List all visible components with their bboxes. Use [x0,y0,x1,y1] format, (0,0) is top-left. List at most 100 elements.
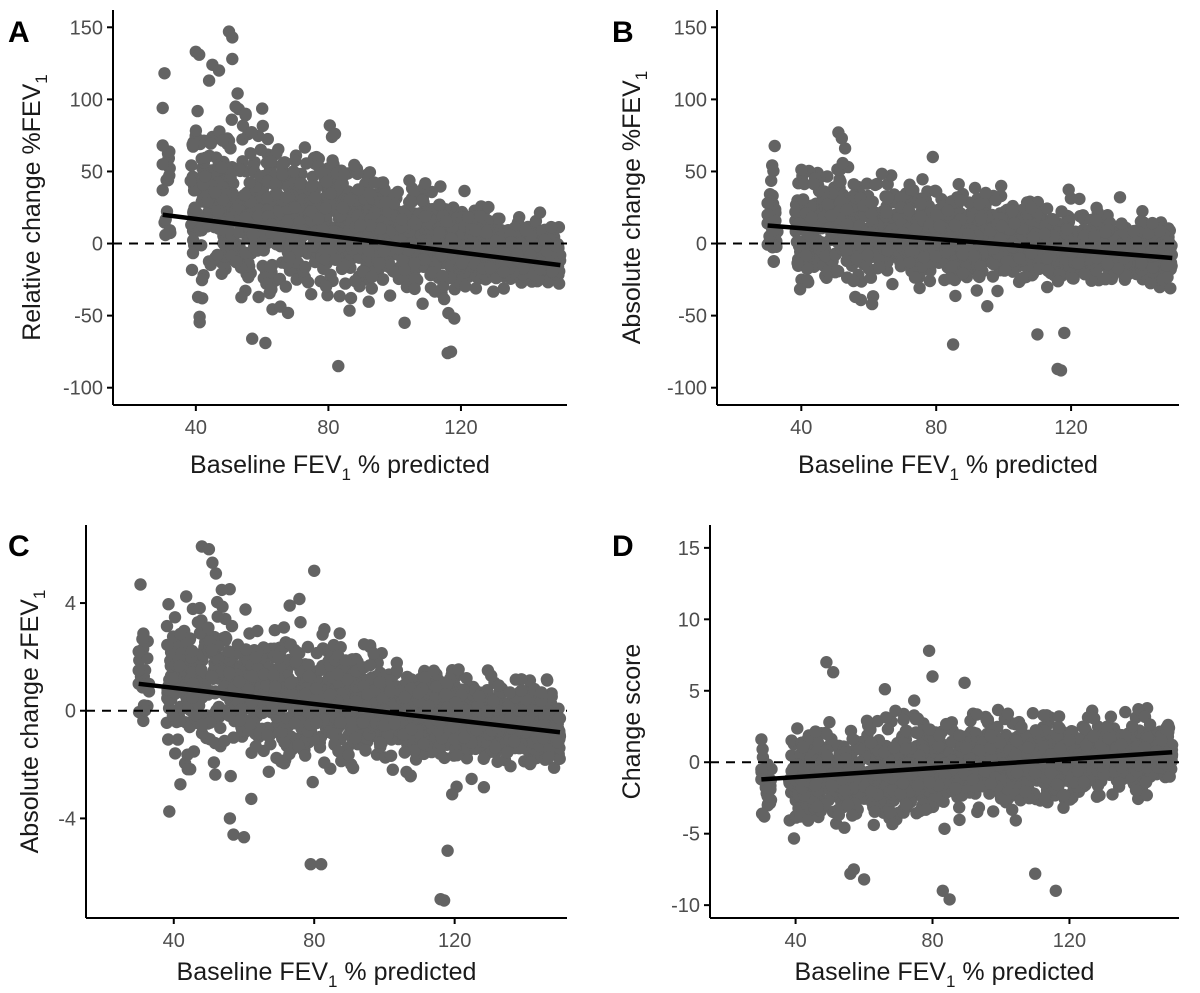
data-point [797,193,810,206]
panel-letter: B [612,16,634,49]
data-point [156,158,169,171]
data-point [1160,259,1173,272]
panel-letter: C [8,530,30,563]
data-point [404,770,417,783]
data-point [246,228,259,241]
data-point [768,139,781,153]
data-point [1099,273,1112,286]
data-point [814,239,827,252]
data-point [1099,226,1112,239]
data-point [1153,224,1167,238]
data-point [904,244,917,257]
x-tick-label: 120 [1054,417,1087,439]
data-point [169,747,182,760]
data-point [156,139,169,152]
data-point [168,611,182,624]
data-point [224,769,237,783]
data-point [324,187,337,200]
data-point [767,255,780,268]
data-point [300,157,313,170]
data-point [438,292,451,306]
data-point [243,176,256,189]
data-point [264,155,278,168]
data-point [1047,213,1060,226]
panel-letter: A [8,16,30,49]
data-point [791,256,804,270]
data-point [1055,205,1068,218]
data-point [252,209,265,223]
x-tick-label: 80 [925,417,947,439]
data-point [466,236,479,249]
data-point [294,616,307,629]
data-point [836,156,849,170]
data-point [376,273,390,286]
data-point [298,141,312,154]
data-point [1113,238,1127,252]
data-point [533,262,547,275]
data-point [226,52,239,66]
data-point [349,731,362,745]
data-point [504,760,517,773]
y-tick-label: 50 [685,161,707,183]
data-point [1041,280,1054,294]
data-point [986,257,1000,271]
data-point [363,219,377,232]
data-point [967,249,980,263]
data-point [306,775,319,789]
data-point [280,191,293,204]
data-point [383,289,397,302]
data-point [273,232,286,245]
data-point [333,627,346,640]
data-point [549,240,563,253]
data-point [180,590,193,603]
data-point [362,187,375,200]
data-point [801,274,814,287]
y-tick-label: 100 [70,89,103,111]
data-point [202,74,216,87]
data-point [235,291,248,304]
data-point [433,198,446,211]
data-point [252,290,265,304]
data-point [245,792,258,806]
data-point [426,266,439,279]
data-point [416,194,429,207]
data-point [239,643,253,656]
data-point [373,257,386,270]
data-point [360,168,374,181]
data-point [881,191,895,205]
data-point [302,658,315,671]
data-point [158,67,171,80]
data-point [1161,271,1174,284]
y-tick-label: 100 [674,89,707,111]
data-point [1127,224,1141,238]
data-point [1038,227,1051,241]
data-point [948,218,962,232]
data-point [545,220,558,234]
data-point [504,236,518,249]
data-point [329,253,342,266]
data-point [344,291,358,305]
data-point [388,188,401,201]
data-point [952,178,965,191]
data-point [926,150,939,164]
data-point [188,201,201,214]
data-point [408,272,421,285]
data-point [416,297,429,310]
data-point [956,267,970,280]
data-point [455,257,469,270]
data-point [343,193,356,207]
data-point [354,219,367,232]
y-axis-title-subscript: 1 [632,71,651,80]
data-point [239,211,252,224]
data-point [830,264,844,277]
data-point [979,186,992,200]
data-point [482,200,495,214]
data-point [368,176,381,189]
data-point [331,668,344,681]
data-point [348,158,361,172]
data-point [408,185,421,198]
data-point [821,265,834,278]
data-point [459,280,472,293]
data-point [489,741,502,754]
